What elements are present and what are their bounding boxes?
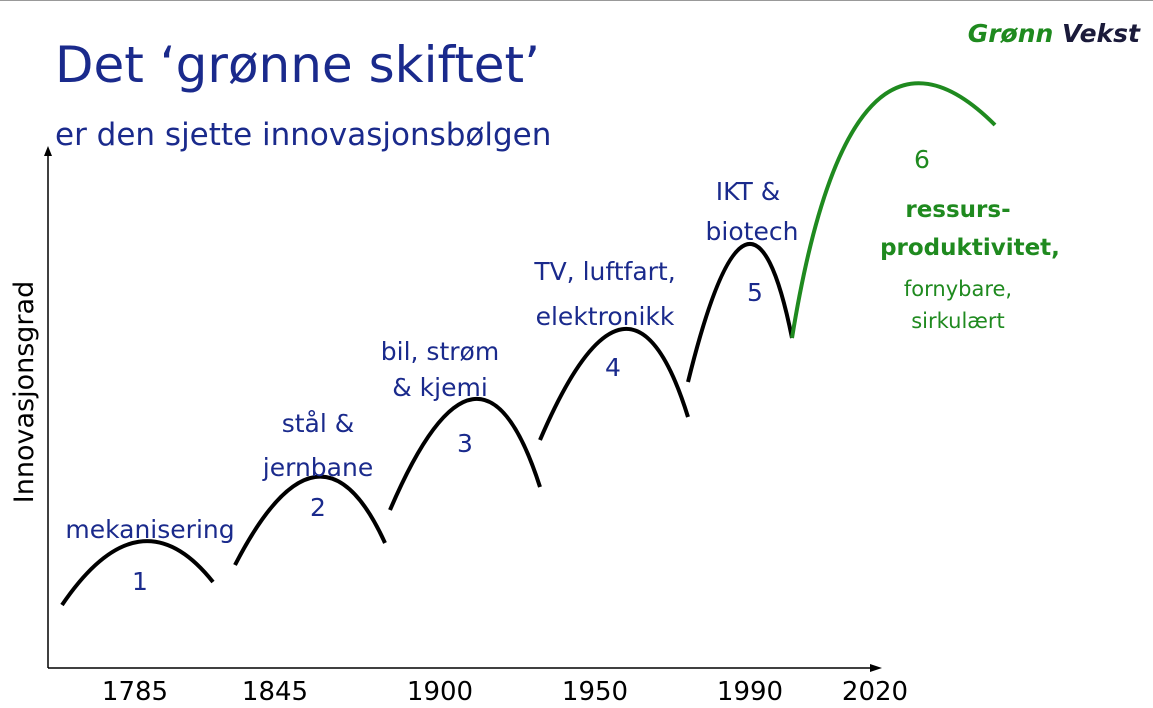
subtitle: er den sjette innovasjonsbølgen [55,117,551,153]
wave-label: & kjemi [392,373,488,402]
x-label: 1845 [242,677,308,707]
x-label: 1785 [102,677,168,707]
wave-number: 5 [747,278,763,307]
wave-label: produktivitet, [880,235,1060,261]
wave-number: 1 [132,567,148,596]
waves [60,81,997,607]
wave-number: 2 [310,493,326,522]
brand: Grønn Vekst [968,19,1141,48]
wave-number: 3 [457,429,473,458]
wave [388,396,542,511]
wave-label: stål & [282,409,355,438]
wave-number: 4 [605,353,621,382]
wave-label: elektronikk [536,302,675,331]
wave-label: biotech [706,217,799,246]
wave [233,474,387,566]
wave [60,539,215,607]
wave-label: ressurs- [905,197,1010,223]
wave-label: sirkulært [911,309,1005,333]
wave-label: fornybare, [904,277,1012,301]
brand-dark: Vekst [1062,19,1141,48]
wave-label: jernbane [262,453,373,482]
wave [538,326,690,441]
wave-number: 6 [914,145,930,174]
wave-green [790,81,997,339]
wave-label: IKT & [716,177,781,206]
title: Det ‘grønne skiftet’ [55,36,540,94]
x-label: 2020 [842,677,908,707]
brand-green: Grønn [968,19,1054,48]
wave-label: TV, luftfart, [533,257,675,286]
x-label: 1950 [562,677,628,707]
x-label: 1990 [717,677,783,707]
x-labels: 1785 1845 1900 1950 1990 2020 [102,677,908,707]
wave [686,242,794,383]
x-label: 1900 [407,677,473,707]
wave-label: mekanisering [65,515,234,544]
axes [47,152,874,669]
wave-label: bil, strøm [381,337,499,366]
y-axis-label: Innovasjonsgrad [9,281,40,503]
